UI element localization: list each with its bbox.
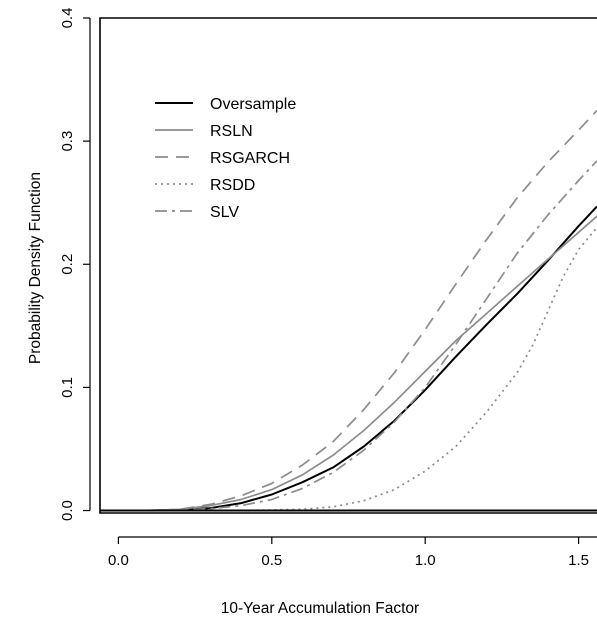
y-tick-label: 0.4 (59, 8, 76, 29)
plot-frame (99, 17, 597, 514)
legend-label: SLV (210, 204, 239, 221)
legend-item-rsdd: RSDD (155, 177, 255, 194)
series-line-rsdd (118, 226, 597, 512)
legend-label: RSLN (210, 123, 253, 140)
y-tick-label: 0.1 (59, 377, 76, 398)
y-tick-label: 0.0 (59, 500, 76, 521)
x-axis: 0.0 0.5 1.0 1.5 (108, 536, 597, 569)
x-tick-label: 1.0 (415, 552, 436, 569)
series-line-slv (118, 160, 597, 512)
series-lines (118, 109, 597, 512)
legend-item-rsgarch: RSGARCH (155, 150, 290, 167)
legend-item-rsln: RSLN (155, 123, 253, 140)
legend: Oversample RSLN RSGARCH RSDD SLV (155, 96, 296, 221)
x-tick-label: 1.5 (568, 552, 589, 569)
series-line-rsln (118, 215, 597, 512)
y-tick-label: 0.2 (59, 254, 76, 275)
legend-label: Oversample (210, 96, 296, 113)
series-line-oversample (118, 205, 597, 512)
legend-label: RSDD (210, 177, 255, 194)
y-axis-label: Probability Density Function (27, 172, 44, 364)
x-tick-label: 0.5 (261, 552, 282, 569)
plot-border (99, 17, 597, 514)
legend-item-oversample: Oversample (155, 96, 296, 113)
series-line-rsgarch (118, 109, 597, 512)
y-axis: 0.0 0.1 0.2 0.3 0.4 (59, 8, 91, 521)
y-tick-label: 0.3 (59, 131, 76, 152)
legend-label: RSGARCH (210, 150, 290, 167)
x-tick-label: 0.0 (108, 552, 129, 569)
legend-item-slv: SLV (155, 204, 239, 221)
x-axis-label: 10-Year Accumulation Factor (221, 600, 419, 617)
